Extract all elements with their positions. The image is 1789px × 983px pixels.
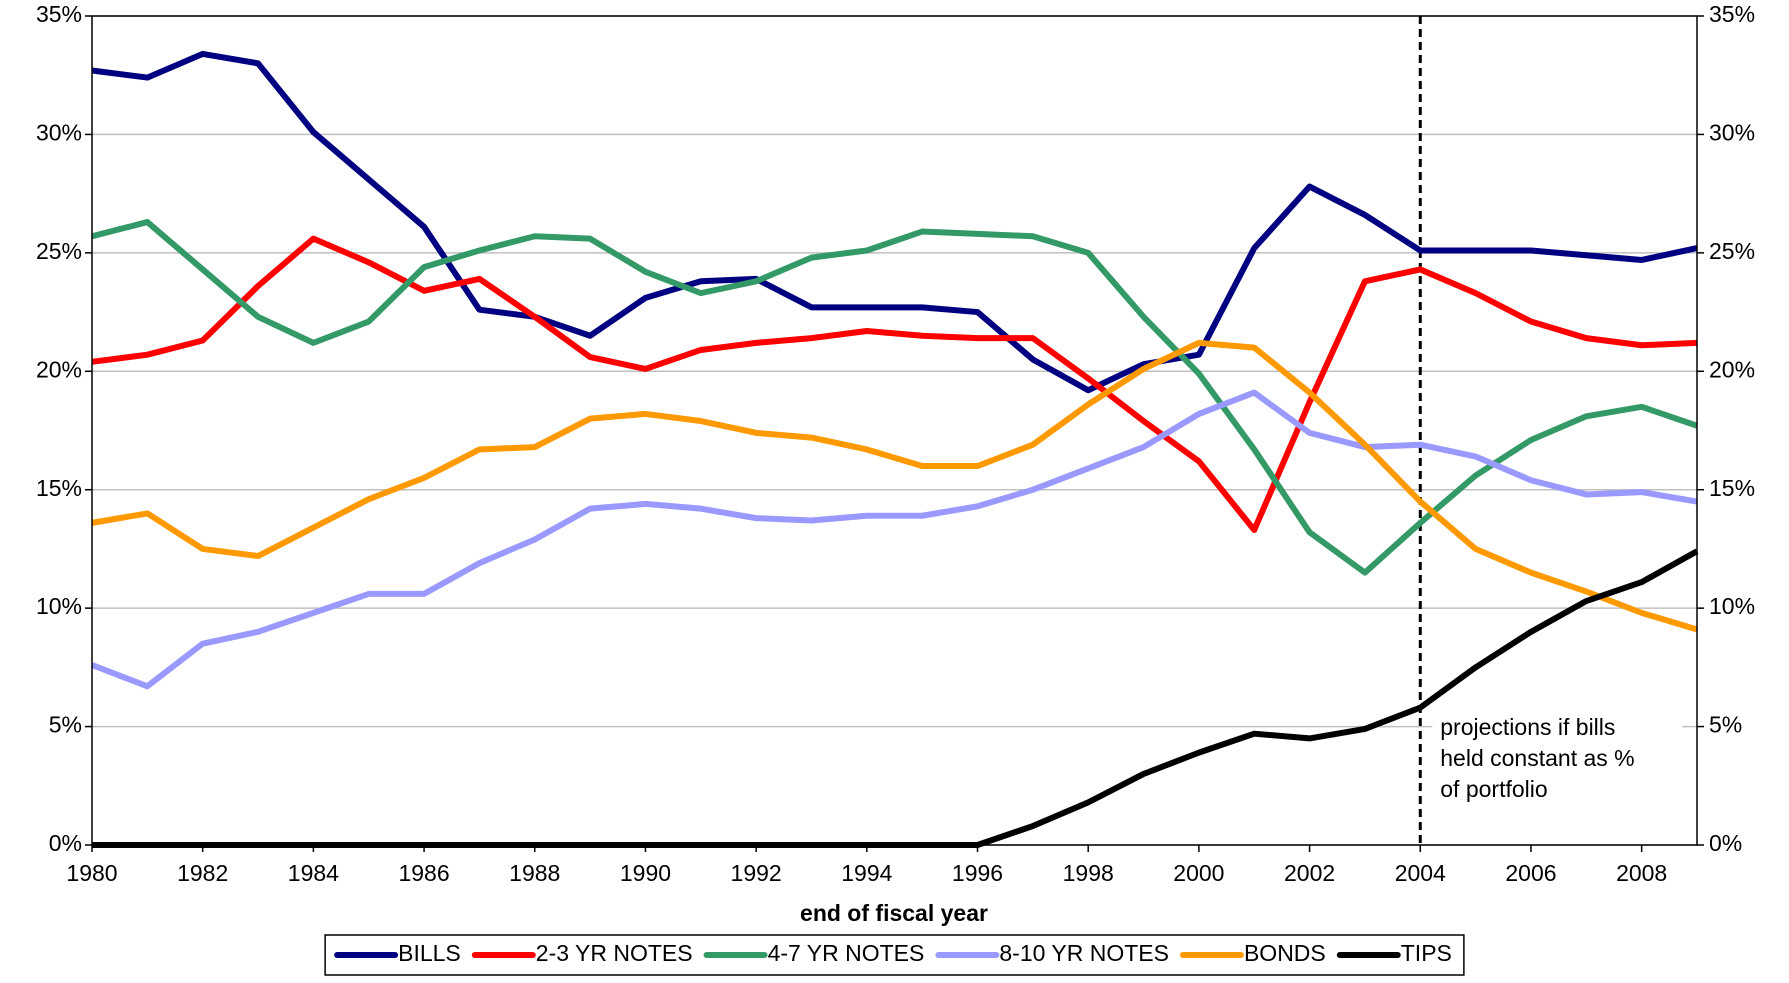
y2-tick-label: 25%	[1709, 238, 1755, 264]
legend-label: BONDS	[1244, 940, 1326, 966]
x-tick-label: 1992	[731, 860, 782, 886]
legend-label: 8-10 YR NOTES	[999, 940, 1169, 966]
legend-label: 2-3 YR NOTES	[536, 940, 693, 966]
y-tick-label: 20%	[36, 356, 82, 382]
x-tick-label: 2004	[1395, 860, 1446, 886]
x-tick-label: 1994	[841, 860, 892, 886]
x-tick-label: 1996	[952, 860, 1003, 886]
y-tick-label: 10%	[36, 593, 82, 619]
x-tick-label: 2002	[1284, 860, 1335, 886]
legend: BILLS 2-3 YR NOTES 4-7 YR NOTES 8-10 YR NOT…	[324, 934, 1465, 976]
y2-tick-label: 10%	[1709, 593, 1755, 619]
y-tick-label: 5%	[49, 712, 82, 738]
y-tick-label: 15%	[36, 475, 82, 501]
annotation-text: projections if bills	[1440, 714, 1615, 740]
series-line	[91, 219, 1698, 576]
x-axis-title: end of fiscal year	[800, 900, 988, 926]
x-tick-label: 1988	[509, 860, 560, 886]
annotation-text: of portfolio	[1440, 776, 1547, 802]
y2-tick-label: 5%	[1709, 712, 1742, 738]
y-tick-label: 0%	[49, 830, 82, 856]
x-tick-label: 1990	[620, 860, 671, 886]
y-tick-label: 25%	[36, 238, 82, 264]
y-tick-label: 35%	[36, 1, 82, 27]
series-line	[91, 50, 1698, 394]
series-line	[91, 235, 1698, 533]
y2-tick-label: 20%	[1709, 356, 1755, 382]
x-tick-label: 1982	[177, 860, 228, 886]
legend-label: TIPS	[1401, 940, 1452, 966]
series-line	[90, 389, 1698, 690]
x-tick-label: 1998	[1063, 860, 1114, 886]
annotation-text: held constant as %	[1440, 745, 1634, 771]
y2-tick-label: 35%	[1709, 1, 1755, 27]
x-tick-label: 1986	[398, 860, 449, 886]
legend-label: BILLS	[398, 940, 461, 966]
y2-tick-label: 0%	[1709, 830, 1742, 856]
series-line	[91, 339, 1698, 633]
y-tick-label: 30%	[36, 120, 82, 146]
x-tick-label: 2006	[1505, 860, 1556, 886]
x-tick-label: 1984	[288, 860, 339, 886]
x-tick-label: 1980	[66, 860, 117, 886]
annotation-background	[1432, 693, 1683, 799]
y2-tick-label: 30%	[1709, 120, 1755, 146]
legend-label: 4-7 YR NOTES	[768, 940, 925, 966]
x-tick-label: 2000	[1173, 860, 1224, 886]
y2-tick-label: 15%	[1709, 475, 1755, 501]
x-tick-label: 2008	[1616, 860, 1667, 886]
plot-border	[91, 15, 1698, 846]
